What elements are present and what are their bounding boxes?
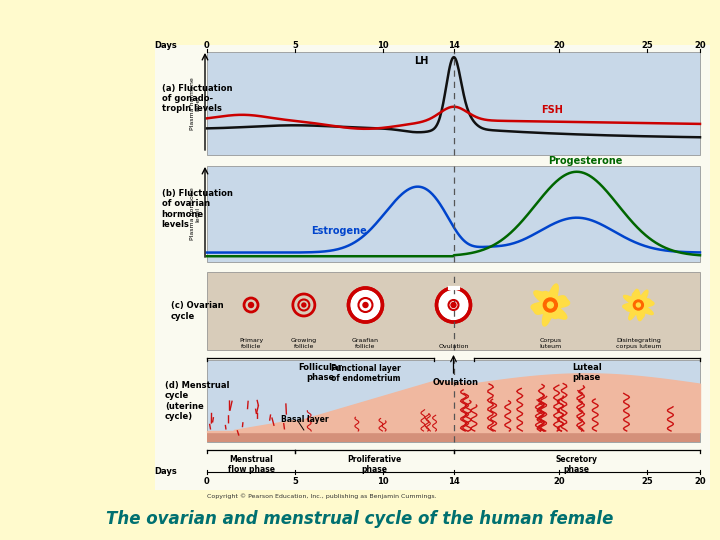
Text: 14: 14 [448, 477, 459, 486]
Text: (b) Fluctuation
of ovarian
hormone
levels: (b) Fluctuation of ovarian hormone level… [161, 189, 233, 229]
Text: 5: 5 [292, 477, 298, 486]
Text: 14: 14 [448, 42, 459, 51]
Text: Follicular
phase: Follicular phase [298, 363, 342, 382]
Circle shape [547, 302, 554, 308]
Bar [207, 272, 700, 350]
Text: 20: 20 [554, 42, 565, 51]
Circle shape [302, 303, 306, 307]
Text: Days: Days [154, 468, 177, 476]
Text: The ovarian and menstrual cycle of the human female: The ovarian and menstrual cycle of the h… [107, 510, 613, 528]
Text: Menstrual
flow phase: Menstrual flow phase [228, 455, 274, 475]
Text: Plasma hormone
level: Plasma hormone level [189, 187, 200, 240]
Text: 10: 10 [377, 42, 389, 51]
Circle shape [436, 288, 470, 322]
Text: Progesterone: Progesterone [549, 156, 623, 166]
Polygon shape [623, 289, 654, 321]
Bar [207, 52, 700, 155]
Text: LH: LH [415, 56, 429, 66]
Circle shape [544, 298, 557, 312]
Text: 25: 25 [642, 42, 653, 51]
Text: Plasma hormone
level: Plasma hormone level [189, 77, 200, 130]
Text: 0: 0 [204, 42, 210, 51]
Bar [155, 45, 710, 490]
Text: Primary
follicle: Primary follicle [239, 338, 263, 349]
Text: Estrogene: Estrogene [311, 226, 367, 236]
Circle shape [636, 303, 640, 307]
Text: (a) Fluctuation
of gonado-
tropIn levels: (a) Fluctuation of gonado- tropIn levels [162, 84, 233, 113]
Text: FSH: FSH [541, 105, 564, 116]
Text: 0: 0 [204, 477, 210, 486]
Text: 20: 20 [554, 477, 565, 486]
Text: 10: 10 [377, 477, 389, 486]
Text: Days: Days [154, 42, 177, 51]
Bar [207, 360, 700, 442]
Text: Graafian
follicle: Graafian follicle [352, 338, 379, 349]
Text: (c) Ovarian
cycle: (c) Ovarian cycle [171, 301, 223, 321]
Text: Ovulation: Ovulation [438, 344, 469, 349]
Text: Luteal
phase: Luteal phase [572, 363, 602, 382]
Text: Basal layer: Basal layer [281, 415, 328, 424]
Circle shape [634, 300, 644, 310]
Text: Corpus
luteum: Corpus luteum [539, 338, 562, 349]
Text: Proliferative
phase: Proliferative phase [347, 455, 401, 475]
Text: Growing
follicle: Growing follicle [291, 338, 317, 349]
Bar [207, 166, 700, 262]
Text: Functional layer
of endometrium: Functional layer of endometrium [330, 364, 400, 383]
Text: 20: 20 [694, 42, 706, 51]
Text: 25: 25 [642, 477, 653, 486]
Circle shape [363, 302, 368, 307]
Text: Secretory
phase: Secretory phase [556, 455, 598, 475]
Polygon shape [531, 284, 570, 326]
Circle shape [451, 302, 456, 307]
Bar [207, 432, 700, 442]
Text: Copyright © Pearson Education, Inc., publishing as Benjamin Cummings.: Copyright © Pearson Education, Inc., pub… [207, 493, 436, 498]
Text: Disintegrating
corpus luteum: Disintegrating corpus luteum [616, 338, 661, 349]
Text: Ovulation: Ovulation [433, 378, 479, 387]
Text: (d) Menstrual
cycle
(uterine
cycle): (d) Menstrual cycle (uterine cycle) [165, 381, 229, 421]
Text: 20: 20 [694, 477, 706, 486]
Circle shape [348, 288, 382, 322]
Text: 5: 5 [292, 42, 298, 51]
Circle shape [248, 302, 253, 307]
